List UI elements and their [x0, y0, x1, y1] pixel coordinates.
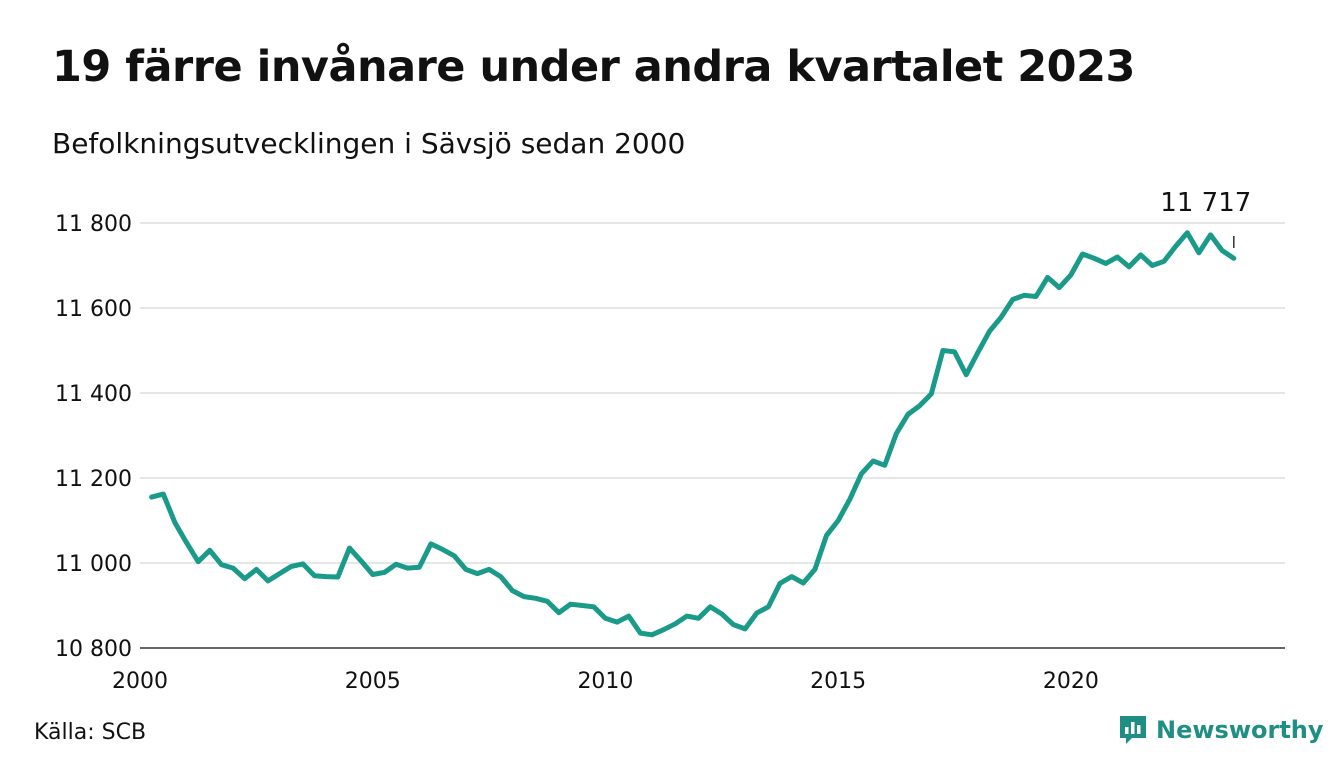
gridlines: [140, 222, 1285, 649]
y-tick-label: 11 200: [55, 467, 132, 492]
chart-subtitle: Befolkningsutvecklingen i Sävsjö sedan 2…: [52, 127, 686, 160]
x-tick-label: 2010: [577, 669, 633, 694]
x-axis-ticks: 2000 2005 2010 2015 2020: [112, 669, 1099, 694]
chart-title: 19 färre invånare under andra kvartalet …: [52, 42, 1135, 92]
y-axis-ticks: 10 800 11 000 11 200 11 400 11 600 11 800: [55, 212, 132, 662]
x-tick-label: 2020: [1043, 669, 1099, 694]
y-tick-label: 10 800: [55, 637, 132, 662]
x-tick-label: 2005: [345, 669, 401, 694]
y-tick-label: 11 000: [55, 552, 132, 577]
newsworthy-logo-icon: [1120, 716, 1146, 744]
y-tick-label: 11 600: [55, 297, 132, 322]
series-line: [149, 230, 1237, 638]
y-tick-label: 11 400: [55, 382, 132, 407]
brand-logo[interactable]: Newsworthy: [1118, 714, 1324, 746]
source-note: Källa: SCB: [34, 720, 147, 745]
y-tick-label: 11 800: [55, 212, 132, 237]
brand-name: Newsworthy: [1156, 716, 1324, 744]
annotation-label: 11 717: [1160, 188, 1251, 218]
x-tick-label: 2015: [810, 669, 866, 694]
x-tick-label: 2000: [112, 669, 168, 694]
